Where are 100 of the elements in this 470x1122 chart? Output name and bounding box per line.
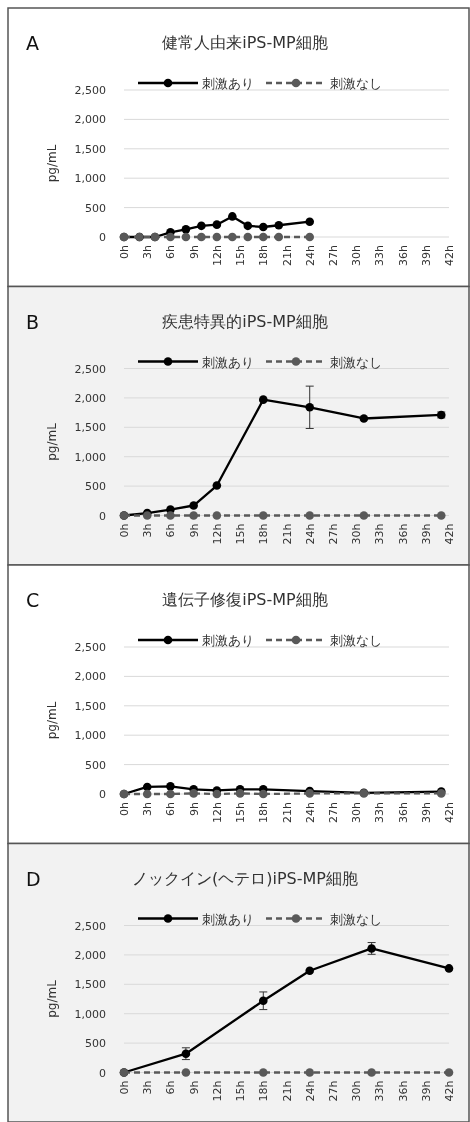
- point: [305, 232, 315, 242]
- point: [212, 511, 222, 520]
- y-tick-label: 0: [99, 1066, 106, 1080]
- x-tick-label: 39h: [419, 523, 433, 545]
- x-tick-label: 21h: [280, 801, 294, 823]
- point: [274, 232, 284, 242]
- y-tick-label: 500: [85, 1037, 106, 1051]
- point: [228, 212, 237, 221]
- legend-label: 刺激あり: [202, 354, 254, 370]
- point: [197, 221, 206, 231]
- point: [258, 222, 268, 232]
- y-tick-label: 2,000: [74, 948, 106, 962]
- x-tick-label: 0h: [118, 801, 131, 816]
- x-tick-label: 12h: [210, 523, 224, 545]
- x-tick-label: 15h: [234, 244, 248, 266]
- x-tick-label: 6h: [164, 523, 178, 538]
- point: [436, 511, 446, 520]
- x-tick-label: 21h: [280, 523, 294, 545]
- point: [258, 511, 268, 520]
- legend-label: 刺激あり: [202, 76, 254, 91]
- x-tick-label: 0h: [118, 523, 131, 538]
- point: [228, 232, 237, 242]
- x-tick-label: 30h: [350, 244, 364, 266]
- x-tick-label: 18h: [257, 1080, 271, 1102]
- point: [305, 1068, 315, 1077]
- x-tick-label: 0h: [118, 244, 131, 259]
- x-tick-label: 12h: [210, 801, 224, 823]
- point: [235, 789, 245, 798]
- point: [274, 220, 284, 230]
- point: [197, 232, 206, 242]
- x-tick-label: 15h: [234, 801, 248, 823]
- point: [258, 1068, 268, 1077]
- x-tick-label: 33h: [373, 244, 387, 266]
- y-tick-label: 500: [85, 758, 106, 772]
- y-tick-label: 1,000: [74, 1007, 106, 1021]
- x-tick-label: 18h: [257, 244, 271, 266]
- x-tick-label: 39h: [419, 1080, 433, 1102]
- point: [305, 217, 315, 227]
- x-tick-label: 36h: [396, 801, 410, 823]
- x-tick-label: 42h: [443, 801, 456, 823]
- point: [258, 232, 268, 242]
- y-tick-label: 2,500: [74, 84, 106, 97]
- x-tick-label: 36h: [396, 244, 410, 266]
- x-tick-label: 33h: [373, 1080, 387, 1102]
- point: [189, 501, 198, 510]
- x-tick-label: 24h: [303, 1080, 317, 1102]
- x-tick-label: 6h: [164, 1080, 178, 1095]
- y-tick-label: 2,500: [74, 641, 106, 654]
- y-tick-label: 2,000: [74, 113, 106, 127]
- point: [359, 511, 369, 520]
- point: [181, 232, 191, 242]
- y-axis-title: pg/mL: [45, 144, 59, 183]
- x-tick-label: 36h: [396, 1080, 410, 1102]
- x-tick-label: 30h: [350, 523, 364, 545]
- x-tick-label: 12h: [210, 1080, 224, 1102]
- point: [212, 789, 222, 799]
- x-tick-label: 3h: [141, 1080, 155, 1095]
- y-axis-title: pg/mL: [45, 701, 59, 740]
- x-tick-label: 42h: [443, 244, 456, 266]
- x-tick-label: 6h: [164, 244, 178, 259]
- y-tick-label: 1,000: [74, 729, 106, 743]
- y-tick-label: 1,000: [74, 450, 106, 464]
- point: [243, 221, 253, 231]
- y-tick-label: 500: [85, 201, 106, 215]
- x-tick-label: 18h: [257, 801, 271, 823]
- text: A: [26, 32, 39, 54]
- x-tick-label: 9h: [187, 244, 201, 259]
- point: [305, 966, 315, 976]
- y-axis-title: pg/mL: [45, 979, 59, 1018]
- y-tick-label: 1,500: [74, 699, 106, 713]
- x-tick-label: 27h: [326, 801, 340, 823]
- x-tick-label: 27h: [326, 244, 340, 266]
- point: [305, 511, 315, 520]
- point: [189, 789, 198, 798]
- point: [181, 1068, 191, 1077]
- x-tick-label: 3h: [141, 523, 155, 538]
- point: [212, 220, 222, 229]
- legend-label: 刺激なし: [330, 354, 382, 370]
- point: [142, 789, 152, 799]
- y-tick-label: 0: [99, 231, 106, 244]
- chart-title: 疾患特異的iPS-MP細胞: [162, 311, 328, 331]
- x-tick-label: 30h: [350, 1080, 364, 1102]
- legend-label: 刺激なし: [330, 633, 382, 648]
- y-tick-label: 500: [85, 480, 106, 494]
- x-tick-label: 0h: [118, 1080, 131, 1095]
- x-tick-label: 39h: [419, 801, 433, 823]
- x-tick-label: 18h: [257, 523, 271, 545]
- x-tick-label: 21h: [280, 244, 294, 266]
- point: [305, 403, 315, 412]
- x-tick-label: 27h: [326, 523, 340, 545]
- y-tick-label: 1,500: [74, 978, 106, 992]
- x-tick-label: 9h: [187, 523, 201, 538]
- point: [212, 232, 222, 242]
- point: [367, 1068, 376, 1077]
- y-tick-label: 1,500: [74, 421, 106, 435]
- point: [166, 782, 175, 791]
- x-tick-label: 42h: [443, 523, 456, 545]
- x-tick-label: 6h: [164, 801, 178, 816]
- chart-title: 遺伝子修復iPS-MP細胞: [162, 590, 328, 609]
- x-tick-label: 21h: [280, 1080, 294, 1102]
